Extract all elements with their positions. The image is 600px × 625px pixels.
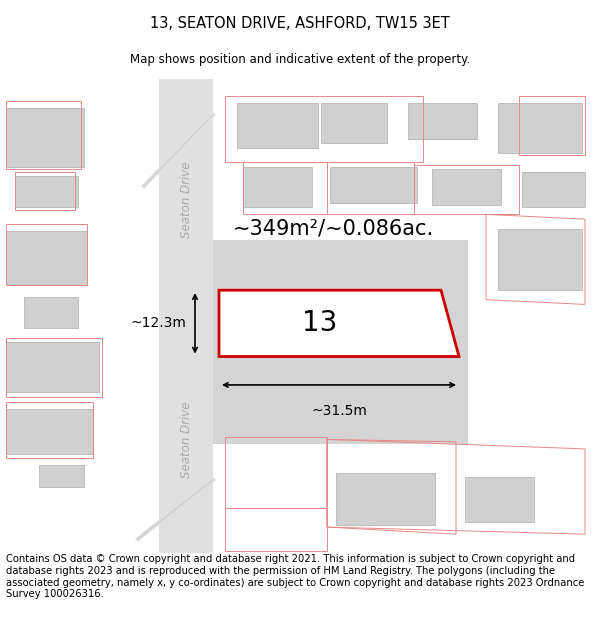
Text: 13, SEATON DRIVE, ASHFORD, TW15 3ET: 13, SEATON DRIVE, ASHFORD, TW15 3ET bbox=[150, 16, 450, 31]
Bar bbox=[6, 342, 99, 392]
Bar bbox=[159, 79, 213, 553]
Bar bbox=[6, 409, 93, 454]
Bar bbox=[432, 169, 501, 205]
Bar bbox=[498, 103, 582, 152]
Bar bbox=[237, 103, 318, 148]
Bar bbox=[39, 466, 84, 487]
Text: ~31.5m: ~31.5m bbox=[311, 404, 367, 418]
Bar bbox=[408, 103, 477, 139]
Bar bbox=[330, 167, 417, 202]
Polygon shape bbox=[213, 241, 468, 444]
Bar bbox=[6, 107, 84, 167]
Bar bbox=[243, 167, 312, 208]
Text: Seaton Drive: Seaton Drive bbox=[179, 162, 193, 238]
Text: Seaton Drive: Seaton Drive bbox=[179, 401, 193, 478]
Bar bbox=[336, 472, 435, 525]
Text: 13: 13 bbox=[302, 309, 337, 338]
Bar bbox=[498, 229, 582, 290]
Bar bbox=[321, 103, 387, 143]
Bar bbox=[522, 172, 585, 208]
Bar bbox=[6, 231, 87, 286]
Bar bbox=[15, 176, 78, 208]
Text: Contains OS data © Crown copyright and database right 2021. This information is : Contains OS data © Crown copyright and d… bbox=[6, 554, 584, 599]
Bar bbox=[24, 298, 78, 328]
Text: ~349m²/~0.086ac.: ~349m²/~0.086ac. bbox=[232, 219, 434, 239]
Text: ~12.3m: ~12.3m bbox=[130, 316, 186, 331]
Text: Map shows position and indicative extent of the property.: Map shows position and indicative extent… bbox=[130, 53, 470, 66]
Bar bbox=[465, 478, 534, 522]
Polygon shape bbox=[219, 290, 459, 356]
